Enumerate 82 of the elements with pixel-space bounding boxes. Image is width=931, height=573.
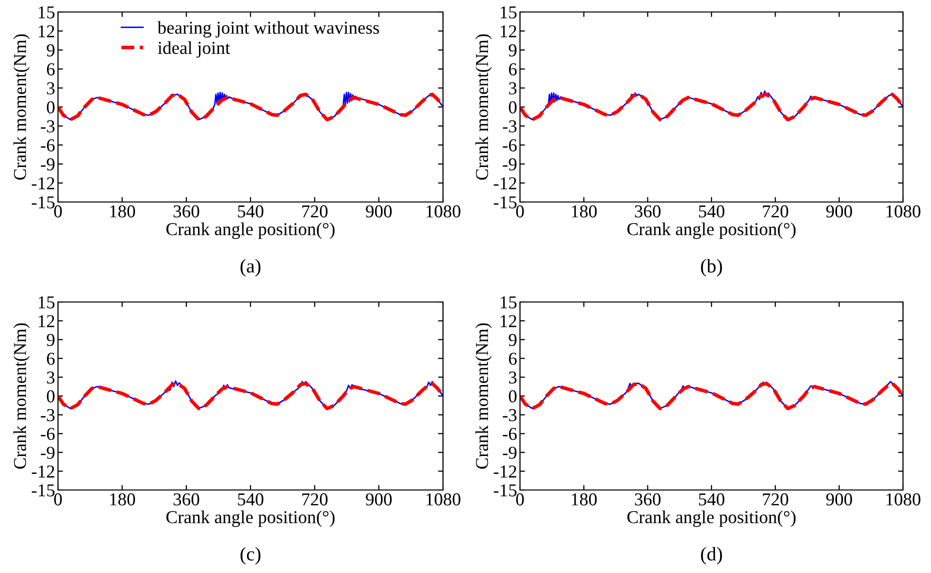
y-tick-label: 3 [47, 372, 55, 384]
y-tick-label: 0 [508, 390, 517, 402]
text: (c) [240, 546, 260, 565]
x-tick-label: 360 [174, 493, 200, 506]
x-tick-label: 900 [826, 493, 852, 506]
y-tick-label: 6 [508, 352, 517, 365]
y-tick-label: -9 [40, 158, 54, 170]
x-tick-label: 720 [762, 493, 788, 506]
x-tick-label: 900 [826, 205, 852, 218]
y-tick-label: 12 [38, 315, 54, 328]
y-tick-label: 15 [38, 6, 55, 18]
y-tick-label: -12 [494, 466, 516, 478]
y-tick-label: -9 [40, 446, 54, 459]
y-tick-label: 6 [508, 63, 517, 76]
y-tick-label: -12 [32, 177, 54, 190]
y-tick-label: -3 [502, 409, 517, 422]
x-axis-title: Crank angle position(°) [166, 222, 335, 239]
y-tick-label: 12 [500, 25, 516, 38]
legend-label: bearing joint without waviness [157, 21, 379, 38]
y-tick-label: -3 [502, 120, 517, 132]
x-tick-label: 720 [302, 493, 328, 506]
x-tick-label: 540 [699, 493, 724, 506]
y-tick-label: 3 [47, 82, 55, 94]
y-tick-label: 15 [500, 6, 517, 18]
x-tick-label: 720 [762, 205, 788, 218]
x-tick-label: 900 [366, 205, 392, 218]
x-tick-label: 900 [366, 493, 392, 506]
x-tick-label: 180 [110, 205, 136, 218]
y-tick-label: 12 [38, 25, 54, 38]
x-tick-label: 180 [572, 493, 597, 506]
y-tick-label: -6 [502, 428, 517, 440]
y-tick-label: 6 [46, 352, 55, 365]
x-tick-label: 1080 [886, 205, 920, 218]
y-tick-label: -15 [494, 196, 517, 208]
y-axis-title: Crank moment(Nm) [13, 323, 30, 469]
x-tick-label: 540 [238, 205, 264, 218]
y-tick-label: 12 [500, 315, 516, 328]
y-tick-label: -9 [502, 158, 516, 170]
y-tick-label: -15 [32, 484, 55, 496]
x-tick-label: 180 [572, 205, 597, 218]
x-axis-title: Crank angle position(°) [166, 510, 335, 527]
y-axis-title: Crank moment(Nm) [13, 34, 30, 180]
x-tick-label: 540 [699, 205, 724, 218]
y-tick-label: -3 [40, 120, 55, 132]
text: (b) [701, 258, 722, 277]
y-tick-label: 15 [500, 296, 517, 308]
x-tick-label: 1080 [886, 493, 920, 506]
y-tick-label: -6 [40, 428, 55, 440]
x-tick-label: 720 [302, 205, 328, 218]
y-tick-label: 15 [38, 296, 55, 308]
y-tick-label: 6 [46, 63, 55, 76]
y-tick-label: -15 [32, 196, 55, 208]
text: (a) [240, 258, 260, 277]
y-tick-label: 0 [508, 101, 517, 114]
y-tick-label: 0 [46, 390, 55, 402]
x-tick-label: 360 [634, 205, 661, 218]
y-tick-label: 3 [509, 82, 517, 94]
x-tick-label: 540 [238, 493, 264, 506]
x-tick-label: 180 [110, 493, 136, 506]
x-tick-label: 360 [634, 493, 661, 506]
y-tick-label: -6 [502, 139, 517, 152]
x-axis-title: Crank angle position(°) [627, 222, 796, 239]
y-tick-label: 9 [46, 44, 54, 56]
x-tick-label: 1080 [426, 205, 460, 218]
x-axis-title: Crank angle position(°) [627, 510, 796, 527]
y-tick-label: -12 [32, 466, 54, 478]
y-tick-label: 0 [46, 101, 55, 114]
y-tick-label: 3 [509, 372, 517, 384]
y-tick-label: 9 [508, 334, 516, 346]
x-tick-label: 360 [174, 205, 200, 218]
y-tick-label: 9 [508, 44, 516, 56]
y-tick-label: -12 [494, 177, 516, 190]
x-tick-label: 1080 [426, 493, 460, 506]
y-tick-label: -15 [494, 484, 517, 496]
y-axis-title: Crank moment(Nm) [475, 34, 492, 180]
y-tick-label: -9 [502, 446, 516, 459]
y-axis-title: Crank moment(Nm) [475, 323, 492, 469]
y-tick-label: 9 [46, 334, 54, 346]
y-tick-label: -3 [40, 409, 55, 422]
legend-label: ideal joint [158, 41, 230, 58]
y-tick-label: -6 [40, 139, 55, 152]
text: (d) [701, 546, 722, 565]
